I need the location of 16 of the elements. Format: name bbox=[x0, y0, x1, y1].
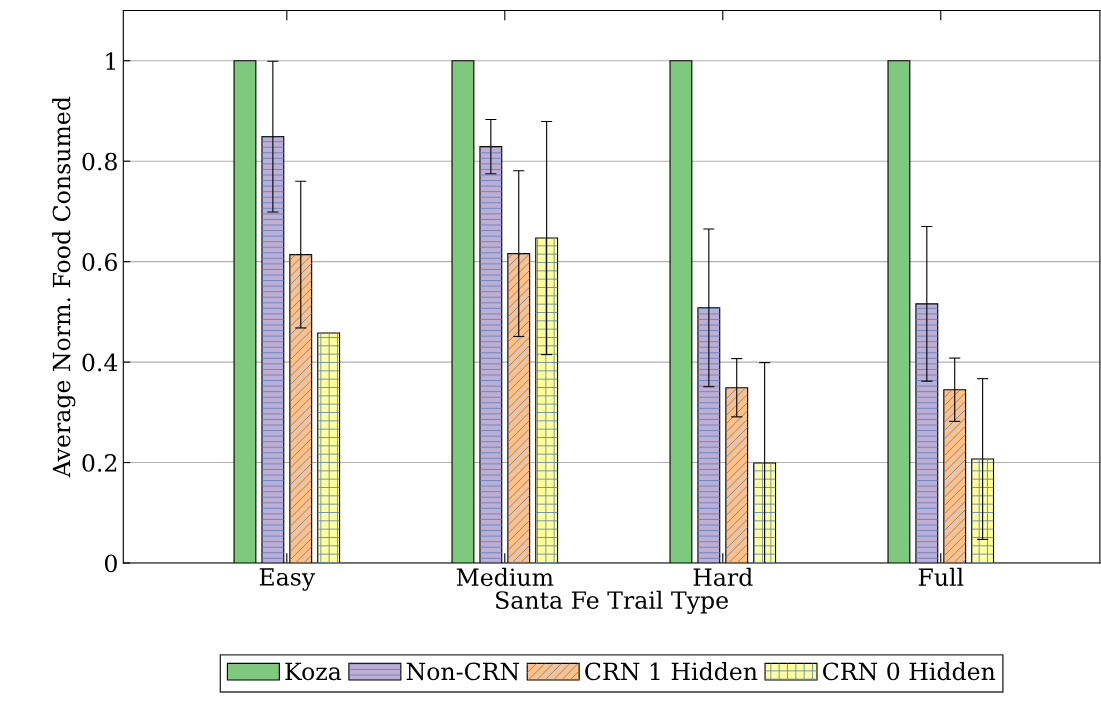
legend-label: CRN 1 Hidden bbox=[585, 662, 758, 681]
legend-label: Koza bbox=[285, 662, 342, 681]
y-tick-label: 0.4 bbox=[82, 353, 118, 372]
legend-label: Non-CRN bbox=[406, 662, 520, 681]
x-axis-title: Santa Fe Trail Type bbox=[496, 590, 728, 614]
y-tick-label: 1 bbox=[106, 52, 116, 70]
x-tick-label: Medium bbox=[456, 567, 554, 587]
y-tick-label: 0.2 bbox=[82, 454, 117, 472]
legend-label: CRN 0 Hidden bbox=[823, 662, 996, 681]
x-tick-label: Full bbox=[918, 567, 964, 587]
y-tick-label: 0.8 bbox=[82, 152, 117, 171]
x-tick-label: Hard bbox=[693, 567, 753, 587]
y-tick-label: 0.6 bbox=[82, 253, 117, 271]
y-tick-label: 0 bbox=[104, 554, 117, 573]
y-axis-title: Average Norm. Food Consumed bbox=[52, 96, 76, 478]
x-tick-label: Easy bbox=[259, 568, 316, 591]
